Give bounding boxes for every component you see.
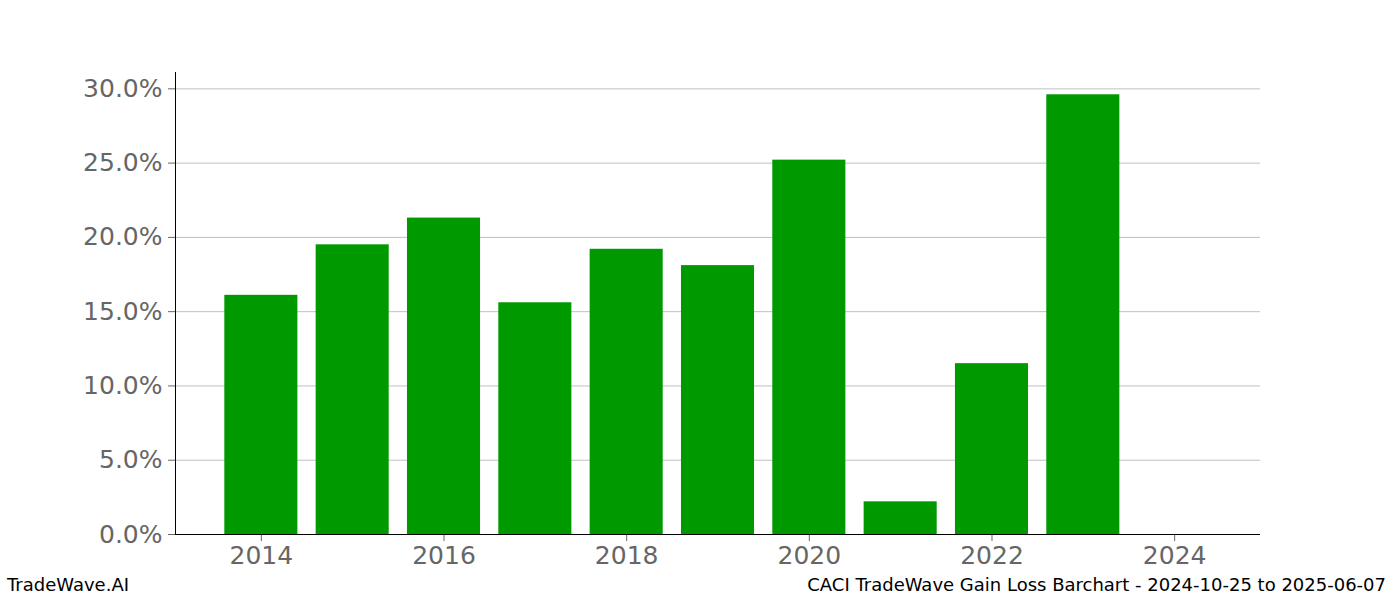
svg-text:10.0%: 10.0% bbox=[83, 371, 162, 400]
svg-text:2018: 2018 bbox=[595, 541, 659, 570]
svg-text:15.0%: 15.0% bbox=[83, 297, 162, 326]
html-text:CACI TradeWave Gain Loss Barch: CACI TradeWave Gain Loss Barchart - 2024… bbox=[807, 574, 1386, 595]
svg-text:5.0%: 5.0% bbox=[99, 445, 163, 474]
svg-text:2020: 2020 bbox=[778, 541, 842, 570]
svg-text:2022: 2022 bbox=[960, 541, 1024, 570]
svg-text:30.0%: 30.0% bbox=[83, 74, 162, 103]
svg-text:25.0%: 25.0% bbox=[83, 148, 162, 177]
html-text:TradeWave.AI: TradeWave.AI bbox=[7, 574, 129, 595]
svg-text:0.0%: 0.0% bbox=[99, 520, 163, 549]
svg-text:2014: 2014 bbox=[230, 541, 294, 570]
svg-text:20.0%: 20.0% bbox=[83, 222, 162, 251]
svg-text:2024: 2024 bbox=[1143, 541, 1207, 570]
svg-text:2016: 2016 bbox=[412, 541, 476, 570]
